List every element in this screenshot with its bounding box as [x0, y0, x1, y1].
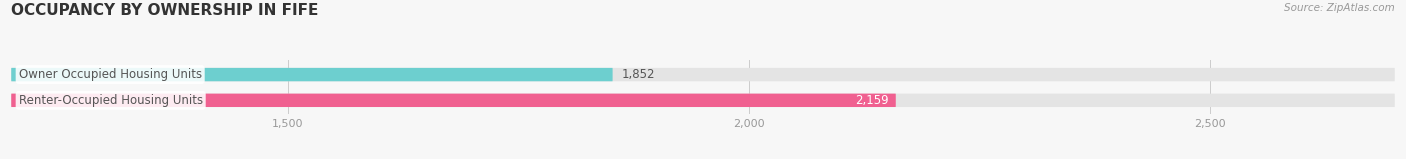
Text: 2,159: 2,159: [855, 94, 889, 107]
Text: OCCUPANCY BY OWNERSHIP IN FIFE: OCCUPANCY BY OWNERSHIP IN FIFE: [11, 3, 319, 18]
FancyBboxPatch shape: [11, 68, 1395, 81]
FancyBboxPatch shape: [11, 68, 613, 81]
FancyBboxPatch shape: [11, 94, 1395, 107]
Text: Source: ZipAtlas.com: Source: ZipAtlas.com: [1284, 3, 1395, 13]
FancyBboxPatch shape: [11, 94, 896, 107]
Text: Renter-Occupied Housing Units: Renter-Occupied Housing Units: [18, 94, 202, 107]
Text: Owner Occupied Housing Units: Owner Occupied Housing Units: [18, 68, 201, 81]
Text: 1,852: 1,852: [621, 68, 655, 81]
